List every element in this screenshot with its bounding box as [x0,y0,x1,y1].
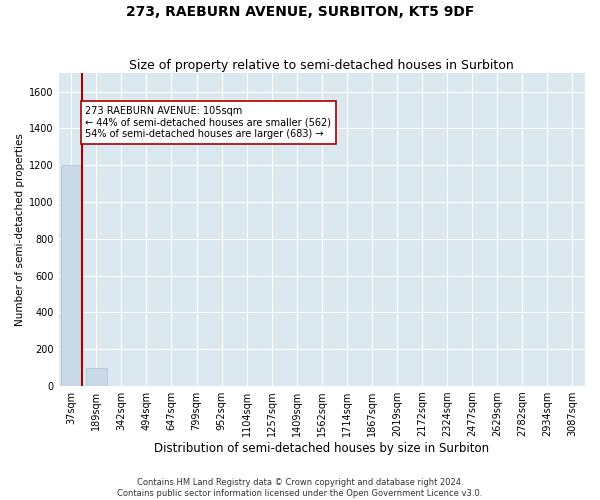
Y-axis label: Number of semi-detached properties: Number of semi-detached properties [15,133,25,326]
Text: 273, RAEBURN AVENUE, SURBITON, KT5 9DF: 273, RAEBURN AVENUE, SURBITON, KT5 9DF [126,5,474,19]
Bar [86,368,107,386]
Bar [61,165,82,386]
Title: Size of property relative to semi-detached houses in Surbiton: Size of property relative to semi-detach… [130,59,514,72]
Text: Contains HM Land Registry data © Crown copyright and database right 2024.
Contai: Contains HM Land Registry data © Crown c… [118,478,482,498]
Text: 273 RAEBURN AVENUE: 105sqm
← 44% of semi-detached houses are smaller (562)
54% o: 273 RAEBURN AVENUE: 105sqm ← 44% of semi… [85,106,331,140]
X-axis label: Distribution of semi-detached houses by size in Surbiton: Distribution of semi-detached houses by … [154,442,490,455]
